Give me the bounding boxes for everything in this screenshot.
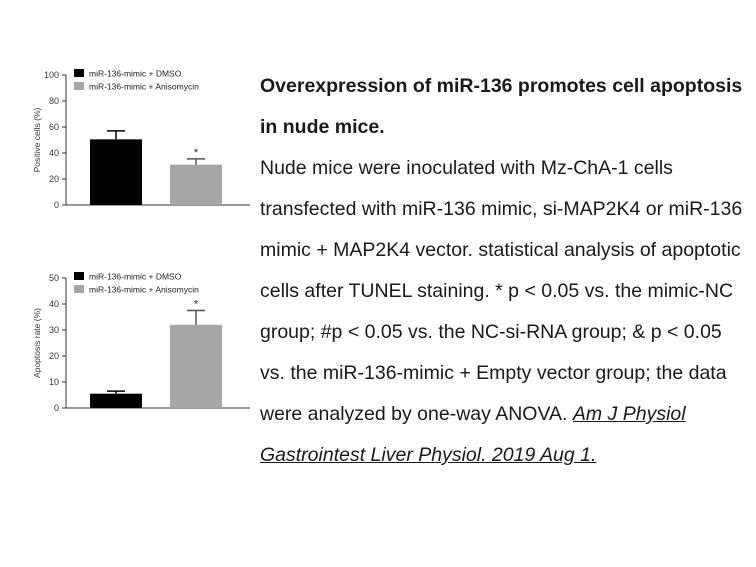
apoptosis-rate-chart: 0 10 20 30 40 50 Apoptosis rate (%) * miR-136-mi… <box>0 258 258 428</box>
chart-svg: 0 10 20 30 40 50 Apoptosis rate (%) * miR-136-mi… <box>32 272 250 413</box>
y-tick-label: 60 <box>49 122 59 132</box>
y-tick-label: 0 <box>54 403 59 413</box>
y-tick-label: 50 <box>49 273 59 283</box>
y-tick-label: 80 <box>49 96 59 106</box>
caption-body: Nude mice were inoculated with Mz-ChA-1 … <box>260 157 743 425</box>
legend-label: miR-136-mimic + DMSO <box>89 69 182 79</box>
legend-label: miR-136-mimic + Anisomycin <box>89 82 199 92</box>
bar <box>90 393 142 408</box>
figure-caption: Overexpression of miR-136 promotes cell … <box>260 66 750 476</box>
significance-mark: * <box>194 147 199 159</box>
y-tick-label: 0 <box>54 200 59 210</box>
y-axis-label: Apoptosis rate (%) <box>32 308 42 378</box>
legend-label: miR-136-mimic + DMSO <box>89 272 182 282</box>
bar <box>170 164 222 205</box>
caption-title: Overexpression of miR-136 promotes cell … <box>260 75 743 138</box>
bar <box>90 139 142 205</box>
y-tick-label: 20 <box>49 174 59 184</box>
significance-mark: * <box>194 299 199 311</box>
y-tick-label: 40 <box>49 148 59 158</box>
caption-citation-link[interactable]: Am J Physiol Gastrointest Liver Physiol.… <box>260 403 686 466</box>
legend-swatch <box>74 82 84 90</box>
y-axis-label: Positive cells (%) <box>32 107 42 172</box>
legend-label: miR-136-mimic + Anisomycin <box>89 285 199 295</box>
y-tick-label: 10 <box>49 377 59 387</box>
legend-swatch <box>74 69 84 77</box>
legend-swatch <box>74 272 84 280</box>
bar <box>170 324 222 408</box>
y-tick-label: 30 <box>49 325 59 335</box>
legend-swatch <box>74 285 84 293</box>
chart-svg: 0 20 40 60 80 100 Positive cells (%) * miR-136-m… <box>32 69 250 210</box>
y-tick-label: 20 <box>49 351 59 361</box>
positive-cells-chart: 0 20 40 60 80 100 Positive cells (%) * miR-136-m… <box>0 55 258 225</box>
y-tick-label: 40 <box>49 299 59 309</box>
y-tick-label: 100 <box>44 70 59 80</box>
